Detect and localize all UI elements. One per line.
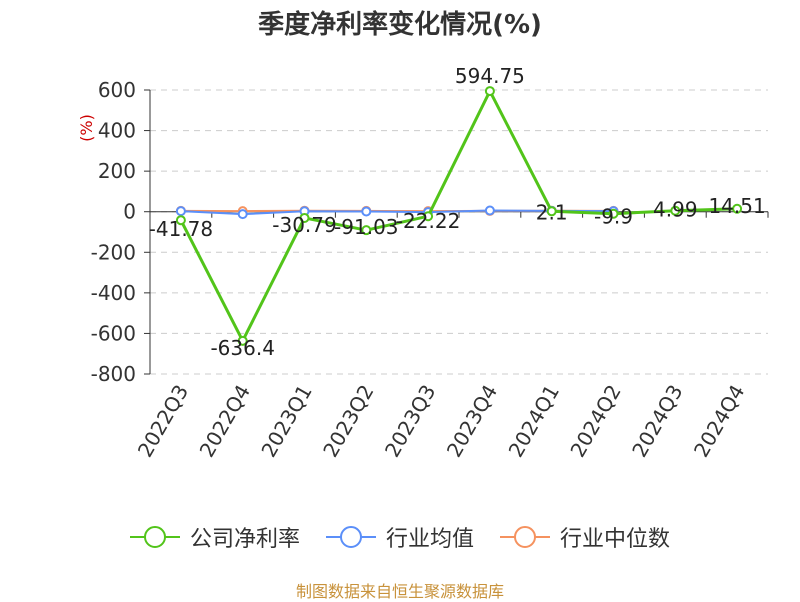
y-tick-label: -800 <box>91 362 136 386</box>
legend-label: 公司净利率 <box>190 521 300 553</box>
x-tick-label: 2024Q4 <box>689 381 749 462</box>
data-label: 4.99 <box>653 198 698 222</box>
x-tick-label: 2022Q4 <box>195 381 255 462</box>
x-tick-label: 2022Q3 <box>133 381 193 462</box>
data-label: -9.9 <box>594 205 633 229</box>
source-note: 制图数据来自恒生聚源数据库 <box>0 578 800 602</box>
legend-item-company[interactable]: 公司净利率 <box>130 521 300 553</box>
y-tick-label: 200 <box>98 159 136 183</box>
data-label: 594.75 <box>455 64 525 88</box>
data-point <box>486 206 494 214</box>
data-point <box>239 210 247 218</box>
legend-marker-icon <box>130 526 180 548</box>
data-label: -91.03 <box>334 215 398 239</box>
y-tick-label: 0 <box>123 200 136 224</box>
data-point <box>177 207 185 215</box>
x-tick-label: 2023Q2 <box>318 381 378 462</box>
x-tick-label: 2023Q3 <box>380 381 440 462</box>
y-tick-label: 400 <box>98 119 136 143</box>
data-label: -22.22 <box>396 209 460 233</box>
y-axis-label: (%) <box>77 114 96 142</box>
x-tick-label: 2023Q4 <box>442 381 502 462</box>
x-tick-label: 2024Q2 <box>565 381 625 462</box>
data-label: 14.51 <box>708 194 765 218</box>
legend: 公司净利率 行业均值 行业中位数 <box>0 520 800 554</box>
data-label: -636.4 <box>210 336 274 360</box>
legend-item-industry-median[interactable]: 行业中位数 <box>500 521 670 553</box>
legend-label: 行业中位数 <box>560 521 670 553</box>
x-tick-label: 2024Q3 <box>627 381 687 462</box>
y-tick-label: -200 <box>91 240 136 264</box>
data-label: -30.79 <box>272 213 336 237</box>
legend-marker-icon <box>326 526 376 548</box>
x-tick-label: 2023Q1 <box>256 381 316 462</box>
legend-label: 行业均值 <box>386 521 474 553</box>
y-tick-label: 600 <box>98 78 136 102</box>
data-point <box>486 87 494 95</box>
data-label: -41.78 <box>149 217 213 241</box>
y-tick-label: -400 <box>91 281 136 305</box>
legend-marker-icon <box>500 526 550 548</box>
x-tick-label: 2024Q1 <box>504 381 564 462</box>
y-tick-label: -600 <box>91 321 136 345</box>
data-label: 2.1 <box>536 200 568 224</box>
legend-item-industry-mean[interactable]: 行业均值 <box>326 521 474 553</box>
